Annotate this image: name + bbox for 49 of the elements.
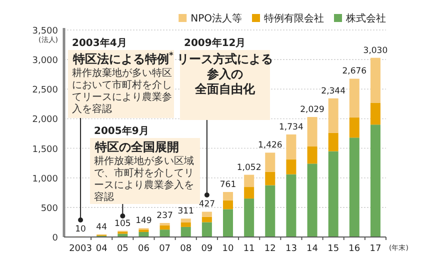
total-label: 761: [220, 180, 236, 190]
x-tick-label: 2003: [69, 244, 92, 254]
annotation: 耕作放棄地が多い区域で、市町村を介してリースにより農業参入を容認: [94, 155, 194, 203]
x-tick-label: 12: [264, 244, 276, 254]
x-tick-label: 11: [243, 244, 255, 254]
legend-label: 株式会社: [345, 12, 386, 24]
annotation: 特区の全国展開: [94, 140, 179, 154]
x-tick-label: 09: [201, 244, 213, 254]
total-label: 1,734: [279, 122, 304, 132]
x-tick-label: 07: [159, 244, 171, 254]
annotation: リース方式による参入の全面自由化: [177, 52, 273, 96]
total-label: 44: [96, 222, 108, 232]
x-tick-label: 10: [222, 244, 234, 254]
x-tick-label: 04: [96, 244, 108, 254]
annotation: 耕作放棄地が多い特区において市町村を介してリースにより農業参入を容認: [72, 67, 172, 115]
y-tick-label: 2,500: [32, 86, 58, 96]
legend-label: 特例有限会社: [264, 12, 324, 24]
total-label: 2,029: [300, 105, 324, 115]
x-tick-label: 08: [180, 244, 192, 254]
annotation: 特区法による特例$^{*}$: [72, 50, 174, 66]
total-label: 10: [75, 224, 86, 234]
total-label: 1,052: [236, 162, 262, 173]
total-label: 149: [136, 216, 152, 226]
x-tick-label: 06: [138, 244, 150, 254]
y-tick-label: 3,000: [32, 56, 58, 66]
total-label: 105: [114, 218, 131, 229]
annotation: 2009年12月: [184, 37, 246, 49]
x-tick-label: 16: [348, 244, 360, 254]
legend-label: NPO法人等: [190, 12, 242, 24]
y-tick-label: 1,000: [32, 174, 58, 184]
y-tick-label: 0: [52, 234, 58, 244]
x-tick-label: 15: [328, 244, 340, 254]
x-tick-label: 17: [370, 244, 382, 254]
y-tick-label: 500: [40, 204, 58, 214]
annotation: 2003年4月: [72, 37, 127, 49]
total-label: 311: [178, 206, 194, 217]
total-label: 237: [156, 210, 173, 221]
total-label: 1,426: [258, 140, 282, 151]
y-tick-label: 2,000: [32, 115, 58, 126]
y-tick-label: 1,500: [32, 144, 58, 155]
annotation: 2005年9月: [94, 125, 149, 137]
total-label: 2,344: [321, 86, 346, 96]
x-tick-label: 13: [285, 244, 297, 254]
x-tick-label: 14: [306, 244, 318, 254]
y-tick-label: 3,500: [32, 26, 58, 36]
total-label: 3,030: [363, 46, 388, 56]
total-label: 427: [198, 200, 216, 210]
x-tick-label: 05: [116, 244, 128, 254]
total-label: 2,676: [342, 66, 367, 77]
